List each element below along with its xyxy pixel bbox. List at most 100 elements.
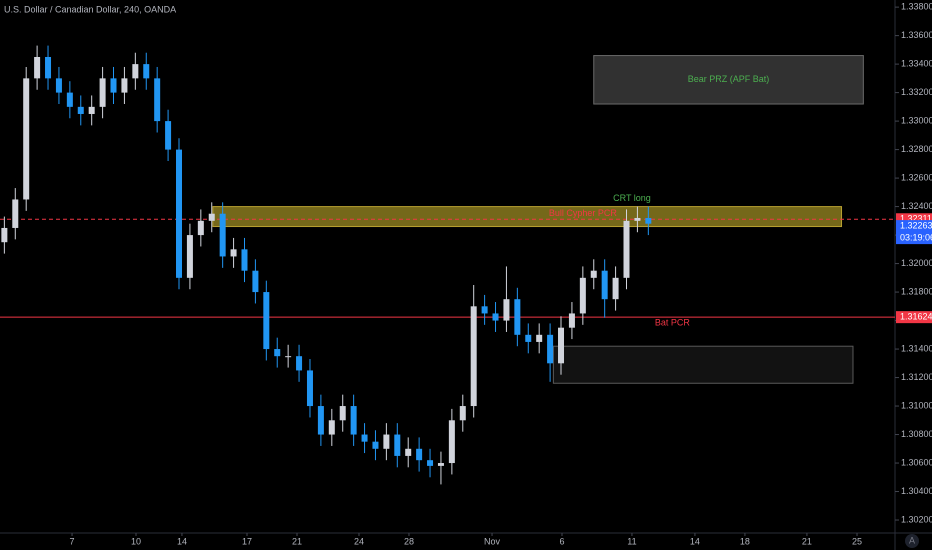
candle-body bbox=[34, 56, 41, 79]
y-tick-label: 1.31400 bbox=[901, 343, 932, 353]
candle-body bbox=[45, 56, 52, 79]
last-price-bg bbox=[896, 220, 932, 245]
candle-body bbox=[525, 334, 532, 342]
y-tick-label: 1.30600 bbox=[901, 457, 932, 467]
candle-body bbox=[579, 277, 586, 314]
y-tick-label: 1.30800 bbox=[901, 429, 932, 439]
last-price-label: 1.32263 bbox=[900, 220, 932, 230]
candle-body bbox=[536, 334, 543, 342]
zone bbox=[593, 55, 864, 105]
y-tick-label: 1.33000 bbox=[901, 115, 932, 125]
annotation: Bat PCR bbox=[655, 318, 691, 328]
candle-body bbox=[252, 270, 259, 293]
candle-body bbox=[121, 78, 128, 93]
candle-body bbox=[437, 463, 444, 466]
auto-scale-icon: A bbox=[909, 535, 915, 545]
y-tick-label: 1.31800 bbox=[901, 286, 932, 296]
candle-body bbox=[230, 249, 237, 257]
annotation: CRT long bbox=[613, 193, 651, 203]
candle-body bbox=[1, 227, 8, 243]
x-tick-label: 25 bbox=[852, 536, 862, 546]
x-tick-label: 17 bbox=[242, 536, 252, 546]
zone bbox=[552, 345, 854, 384]
candle-body bbox=[285, 356, 292, 358]
candle-body bbox=[470, 306, 477, 407]
candle-body bbox=[350, 406, 357, 435]
y-tick-label: 1.33800 bbox=[901, 1, 932, 11]
candle-body bbox=[55, 78, 62, 93]
zone-label: Bear PRZ (APF Bat) bbox=[688, 74, 770, 84]
y-tick-label: 1.32800 bbox=[901, 144, 932, 154]
candle-body bbox=[88, 106, 95, 114]
candle-body bbox=[23, 78, 30, 200]
candle-body bbox=[645, 217, 652, 224]
candle-body bbox=[634, 217, 641, 221]
y-tick-label: 1.30200 bbox=[901, 514, 932, 524]
candle-body bbox=[306, 370, 313, 407]
candle-body bbox=[459, 406, 466, 421]
candle-body bbox=[110, 78, 117, 93]
candle-body bbox=[165, 121, 172, 150]
candle-body bbox=[241, 249, 248, 271]
candle-body bbox=[197, 220, 204, 236]
candle-body bbox=[361, 434, 368, 442]
candle-body bbox=[328, 420, 335, 435]
candle-body bbox=[143, 64, 150, 79]
x-tick-label: 14 bbox=[690, 536, 700, 546]
candle-body bbox=[427, 460, 434, 466]
candle-body bbox=[623, 220, 630, 278]
candle-body bbox=[416, 448, 423, 461]
price-label-bg bbox=[896, 311, 932, 324]
y-tick-label: 1.33200 bbox=[901, 87, 932, 97]
x-tick-label: 6 bbox=[559, 536, 564, 546]
candle-body bbox=[394, 434, 401, 456]
candle-body bbox=[317, 406, 324, 435]
candle-body bbox=[12, 199, 19, 228]
x-tick-label: 11 bbox=[627, 536, 636, 546]
candle-body bbox=[99, 78, 106, 107]
candle-body bbox=[405, 448, 412, 456]
candle-body bbox=[66, 92, 73, 107]
x-tick-label: 7 bbox=[70, 536, 75, 546]
x-tick-label: 28 bbox=[404, 536, 414, 546]
y-tick-label: 1.30400 bbox=[901, 486, 932, 496]
candle-body bbox=[154, 78, 161, 122]
candle-body bbox=[590, 270, 597, 278]
y-tick-label: 1.31200 bbox=[901, 372, 932, 382]
y-tick-label: 1.32000 bbox=[901, 258, 932, 268]
candle-body bbox=[186, 235, 193, 278]
x-tick-label: 21 bbox=[292, 536, 302, 546]
candle-body bbox=[383, 434, 390, 449]
candle-body bbox=[481, 306, 488, 314]
candle-body bbox=[558, 327, 565, 364]
candle-body bbox=[219, 213, 226, 257]
y-tick-label: 1.33600 bbox=[901, 30, 932, 40]
candle-body bbox=[568, 313, 575, 328]
y-tick-label: 1.33400 bbox=[901, 58, 932, 68]
candle-body bbox=[503, 299, 510, 321]
candle-body bbox=[339, 406, 346, 421]
x-tick-label: 24 bbox=[354, 536, 364, 546]
candle-body bbox=[448, 420, 455, 464]
candle-body bbox=[208, 213, 215, 221]
x-tick-label: Nov bbox=[484, 536, 501, 546]
candle-body bbox=[514, 299, 521, 335]
chart-title: U.S. Dollar / Canadian Dollar, 240, OAND… bbox=[4, 4, 176, 14]
candle-body bbox=[547, 334, 554, 364]
price-label: 1.32311 bbox=[900, 214, 932, 224]
auto-scale-button[interactable] bbox=[905, 534, 919, 548]
price-label: 1.31624 bbox=[900, 312, 932, 322]
candle-body bbox=[612, 277, 619, 300]
y-tick-label: 1.31000 bbox=[901, 400, 932, 410]
candle-body bbox=[77, 106, 84, 114]
annotation: Bull Cypher PCR bbox=[549, 208, 618, 218]
candle-body bbox=[492, 313, 499, 321]
x-tick-label: 18 bbox=[740, 536, 750, 546]
candle-body bbox=[263, 292, 270, 350]
candle-body bbox=[132, 64, 139, 79]
zone bbox=[212, 206, 843, 228]
x-tick-label: 14 bbox=[177, 536, 187, 546]
candle-body bbox=[601, 270, 608, 300]
x-tick-label: 21 bbox=[802, 536, 812, 546]
